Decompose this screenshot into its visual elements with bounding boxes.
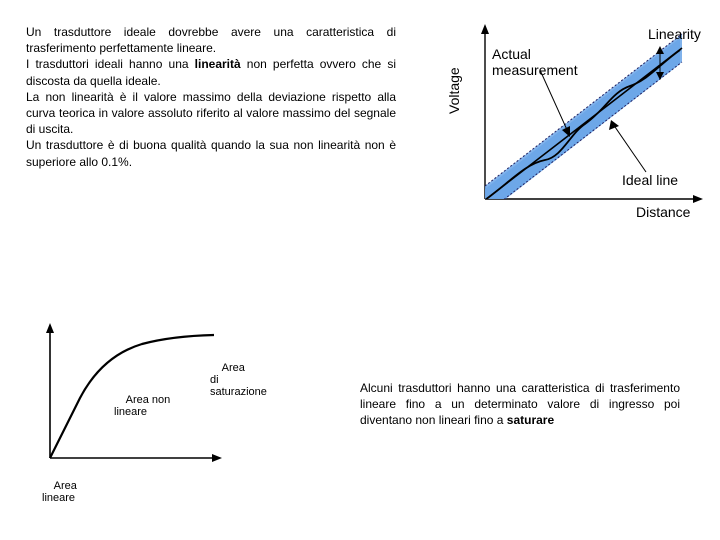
actual-measurement-label: Actual measurement [492, 46, 578, 78]
y-axis-label: Voltage [446, 67, 462, 114]
area-saturazione-label: Area di saturazione [210, 350, 267, 410]
saturation-chart: Area lineare Area non lineare Area di sa… [32, 320, 222, 465]
para-1b-bold: linearità [195, 57, 241, 71]
ideal-line-label: Ideal line [622, 172, 678, 188]
para-2a-bold: saturare [507, 413, 554, 427]
para-1d: Un trasduttore è di buona qualità quando… [26, 138, 396, 168]
linearity-label: Linearity [648, 26, 701, 42]
area-lineare-label: Area lineare [42, 468, 77, 516]
area-nonlineare-label: Area non lineare [114, 382, 170, 430]
para-1a: Un trasduttore ideale dovrebbe avere una… [26, 25, 396, 55]
paragraph-top: Un trasduttore ideale dovrebbe avere una… [26, 24, 396, 170]
para-1b-pre: I trasduttori ideali hanno una [26, 57, 195, 71]
para-1c: La non linearità è il valore massimo del… [26, 90, 396, 136]
x-axis-label: Distance [636, 204, 690, 220]
paragraph-bottom: Alcuni trasduttori hanno una caratterist… [360, 380, 680, 429]
linearity-chart: Voltage Distance Actual measurement Line… [450, 14, 710, 229]
